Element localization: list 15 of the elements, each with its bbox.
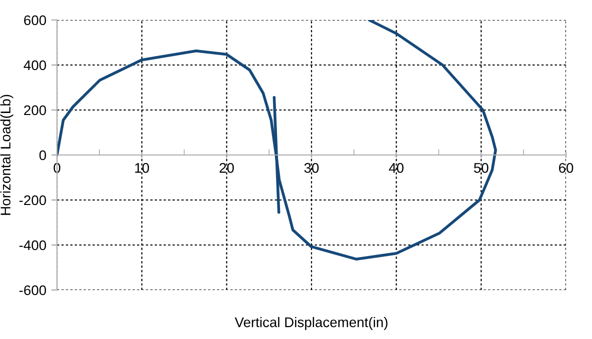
x-axis-title: Vertical Displacement(in) xyxy=(234,317,388,330)
x-tick-label: 10 xyxy=(135,163,150,173)
y-axis-title: Horizontal Load(Lb) xyxy=(0,94,14,215)
x-tick-label: 30 xyxy=(304,163,319,173)
y-tick-label: -600 xyxy=(19,285,46,296)
x-tick-label: 60 xyxy=(558,163,574,173)
x-tick-label: 50 xyxy=(474,163,488,173)
y-tick-label: -400 xyxy=(19,240,46,250)
y-tick-label: -200 xyxy=(19,195,46,206)
y-tick-label: 600 xyxy=(24,15,46,26)
x-tick-label: 20 xyxy=(220,163,234,173)
y-tick-label: 200 xyxy=(24,105,46,116)
y-tick-label: 0 xyxy=(39,150,46,160)
x-tick-label: 40 xyxy=(388,163,404,173)
y-tick-label: 400 xyxy=(24,60,46,70)
